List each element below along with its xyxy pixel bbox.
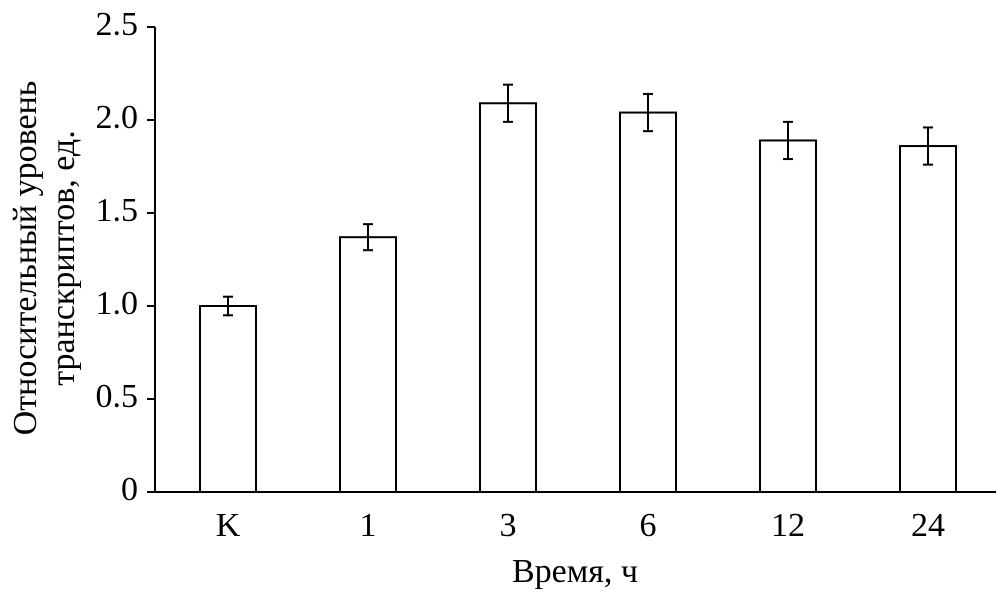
y-tick-label: 2.0 — [96, 99, 139, 136]
bar — [479, 102, 537, 493]
error-bar — [923, 126, 933, 166]
x-axis-label: Время, ч — [512, 553, 638, 590]
bar — [199, 305, 257, 493]
error-bar — [363, 223, 373, 252]
y-tick-label: 0 — [121, 471, 138, 508]
x-tick-label: 12 — [771, 507, 805, 544]
x-tick-label: 3 — [500, 507, 517, 544]
x-tick-label: K — [216, 507, 241, 544]
y-tick-label: 0.5 — [96, 378, 139, 415]
bar — [899, 145, 957, 493]
error-bar — [503, 83, 513, 123]
x-tick-label: 24 — [911, 507, 945, 544]
error-bar — [783, 120, 793, 161]
y-axis-label: Относительный уровень — [7, 81, 44, 436]
error-bar — [643, 92, 653, 133]
y-tick-label: 1.5 — [96, 192, 139, 229]
x-tick-label: 1 — [360, 507, 377, 544]
error-bar — [223, 295, 233, 317]
y-tick-label: 1.0 — [96, 285, 139, 322]
y-axis-label: транскриптов, ед. — [45, 130, 82, 385]
bar — [619, 111, 677, 493]
bar — [759, 139, 817, 494]
bar — [339, 236, 397, 493]
y-tick-label: 2.5 — [96, 6, 139, 43]
x-tick-label: 6 — [640, 507, 657, 544]
